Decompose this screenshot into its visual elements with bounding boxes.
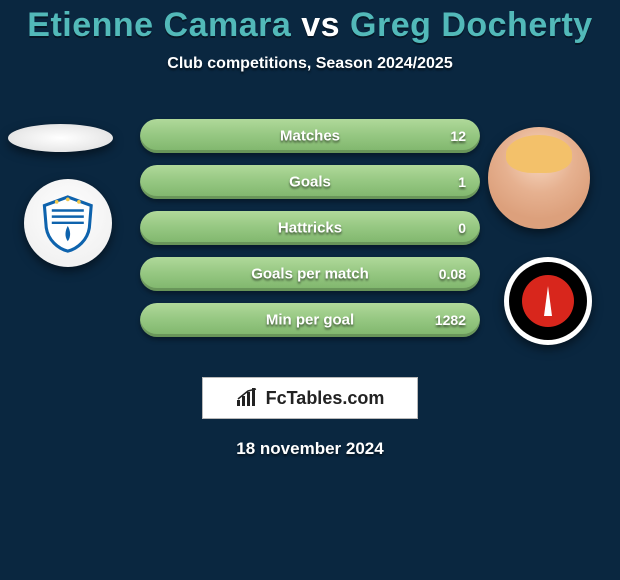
stat-right-value: 0.08 — [439, 266, 466, 282]
player1-club-logo — [24, 179, 112, 267]
player2-name: Greg Docherty — [350, 6, 593, 44]
stat-row-min-per-goal: Min per goal 1282 — [140, 303, 480, 337]
shield-icon — [37, 192, 99, 254]
stat-row-goals: Goals 1 — [140, 165, 480, 199]
title: Etienne Camara vs Greg Docherty — [0, 6, 620, 45]
brand-text: FcTables.com — [266, 388, 385, 409]
stat-row-matches: Matches 12 — [140, 119, 480, 153]
subtitle: Club competitions, Season 2024/2025 — [0, 55, 620, 73]
vs-text: vs — [301, 6, 340, 44]
stat-right-value: 1 — [458, 174, 466, 190]
stat-right-value: 1282 — [435, 312, 466, 328]
player1-photo — [8, 124, 113, 152]
stat-label: Matches — [280, 128, 340, 145]
player2-club-logo — [504, 257, 592, 345]
stats-list: Matches 12 Goals 1 Hattricks 0 Goals per… — [140, 119, 480, 337]
stat-row-hattricks: Hattricks 0 — [140, 211, 480, 245]
stat-label: Hattricks — [278, 220, 342, 237]
club-logo-ring — [509, 262, 587, 340]
player2-photo — [488, 127, 590, 229]
player1-name: Etienne Camara — [27, 6, 291, 44]
stat-label: Min per goal — [266, 312, 354, 329]
stat-label: Goals per match — [251, 266, 369, 283]
main-panel: Matches 12 Goals 1 Hattricks 0 Goals per… — [0, 109, 620, 359]
date-text: 18 november 2024 — [0, 439, 620, 459]
brand-box[interactable]: FcTables.com — [202, 377, 418, 419]
stat-row-goals-per-match: Goals per match 0.08 — [140, 257, 480, 291]
club-logo-inner — [522, 275, 574, 327]
stat-right-value: 0 — [458, 220, 466, 236]
bar-chart-icon — [236, 388, 260, 408]
comparison-card: Etienne Camara vs Greg Docherty Club com… — [0, 0, 620, 459]
stat-label: Goals — [289, 174, 331, 191]
stat-right-value: 12 — [450, 128, 466, 144]
